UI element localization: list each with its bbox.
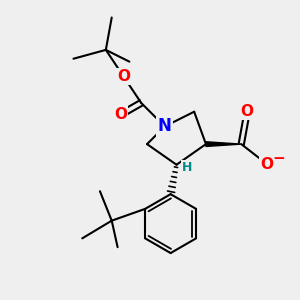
Polygon shape (206, 142, 241, 146)
Text: N: N (158, 117, 172, 135)
Text: O: O (241, 104, 254, 119)
Text: O: O (260, 157, 273, 172)
Text: −: − (273, 151, 285, 166)
Text: O: O (117, 69, 130, 84)
Text: O: O (114, 107, 127, 122)
Text: H: H (182, 161, 192, 174)
